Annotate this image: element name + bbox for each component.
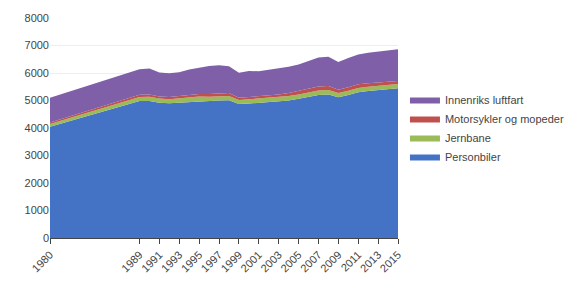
svg-text:2003: 2003 [258, 249, 284, 275]
svg-text:2011: 2011 [338, 249, 363, 274]
svg-text:4000: 4000 [25, 122, 49, 134]
svg-text:1999: 1999 [218, 249, 244, 275]
svg-text:0: 0 [43, 232, 49, 244]
svg-text:Personbiler: Personbiler [445, 151, 501, 163]
svg-text:2009: 2009 [318, 249, 344, 275]
svg-text:1989: 1989 [119, 249, 145, 275]
svg-text:1995: 1995 [179, 249, 205, 275]
svg-text:2007: 2007 [298, 249, 324, 275]
svg-text:2001: 2001 [238, 249, 264, 275]
svg-text:2013: 2013 [358, 249, 384, 275]
svg-text:Motorsykler og mopeder: Motorsykler og mopeder [445, 113, 564, 125]
svg-text:Jernbane: Jernbane [445, 132, 491, 144]
svg-text:1991: 1991 [139, 249, 165, 275]
svg-text:1997: 1997 [199, 249, 225, 275]
svg-text:2015: 2015 [378, 249, 404, 275]
svg-text:7000: 7000 [25, 39, 49, 51]
svg-text:5000: 5000 [25, 94, 49, 106]
svg-text:8000: 8000 [25, 12, 49, 24]
svg-text:3000: 3000 [25, 149, 49, 161]
svg-text:1993: 1993 [159, 249, 185, 275]
svg-text:6000: 6000 [25, 67, 49, 79]
svg-text:2005: 2005 [278, 249, 304, 275]
svg-text:1980: 1980 [30, 249, 56, 275]
svg-text:Innenriks luftfart: Innenriks luftfart [445, 94, 523, 106]
svg-text:2000: 2000 [25, 177, 49, 189]
svg-text:1000: 1000 [25, 204, 49, 216]
